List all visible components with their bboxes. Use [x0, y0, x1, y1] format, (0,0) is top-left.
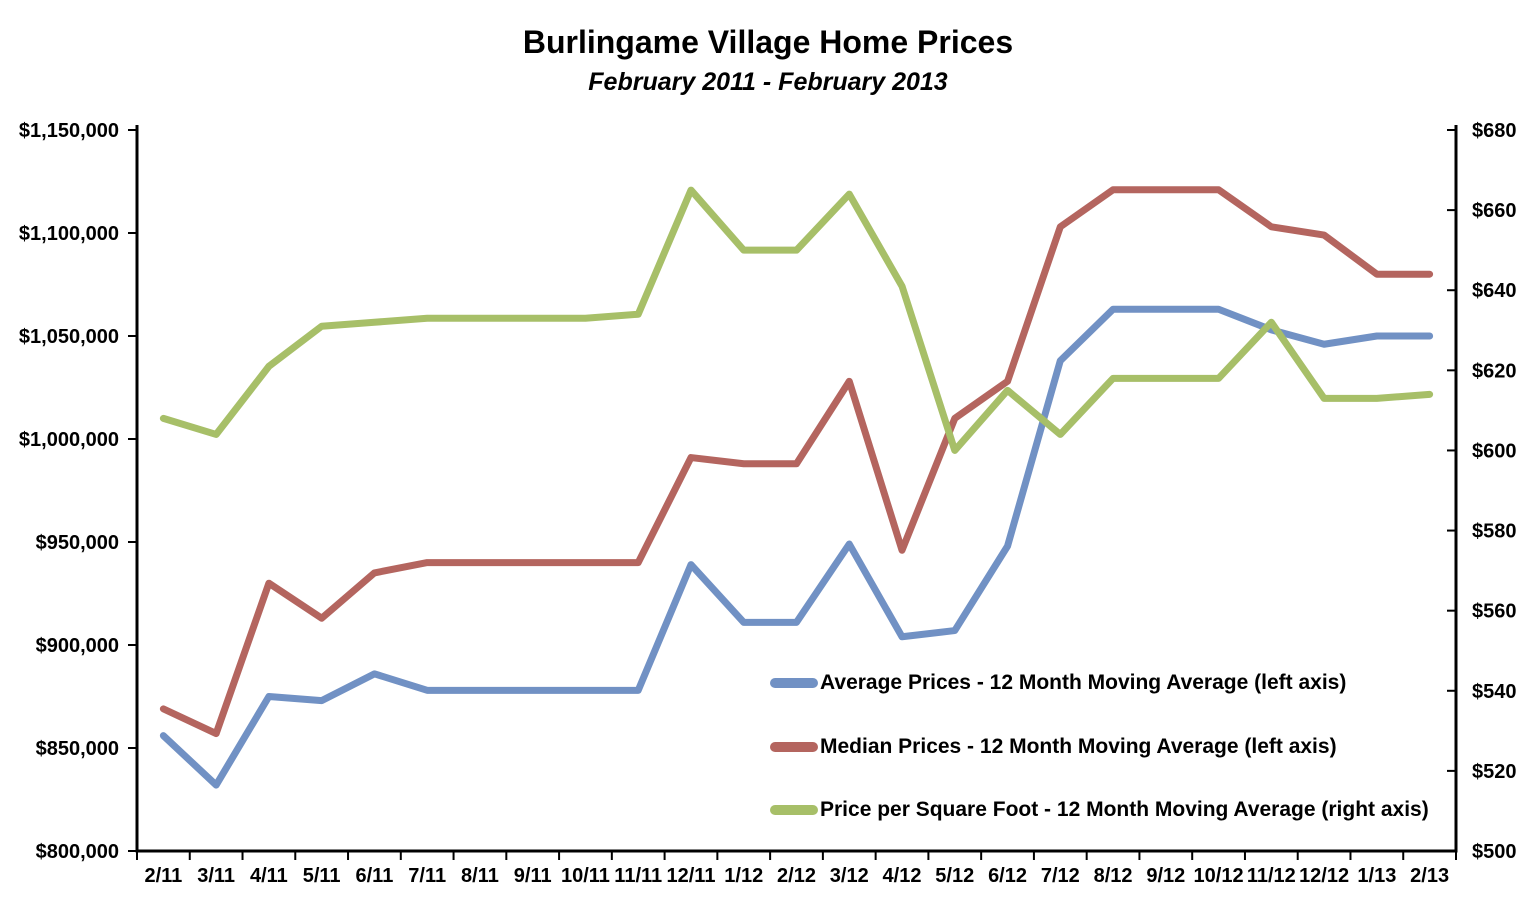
x-axis-month-label: 5/12 [935, 865, 974, 887]
x-axis-month-label: 1/12 [724, 865, 763, 887]
x-axis-month-label: 3/11 [197, 865, 235, 887]
x-axis-month-label: 1/13 [1357, 865, 1396, 887]
x-axis-month-label: 5/11 [303, 865, 341, 887]
x-axis-month-label: 11/11 [614, 865, 662, 887]
legend-label-median: Median Prices - 12 Month Moving Average … [820, 735, 1337, 758]
left-axis-tick-label: $850,000 [36, 738, 119, 760]
average-series-swatch [770, 678, 818, 688]
right-axis-tick-label: $580 [1472, 521, 1517, 543]
x-axis-month-label: 4/11 [250, 865, 288, 887]
x-axis-month-label: 10/11 [561, 865, 610, 887]
series-line-median [159, 186, 1434, 738]
left-axis-tick-label: $1,050,000 [19, 326, 119, 348]
right-axis-tick-label: $660 [1472, 200, 1517, 222]
x-axis-month-label: 12/11 [667, 865, 716, 887]
x-axis-month-label: 3/12 [830, 865, 869, 887]
right-axis-tick-label: $680 [1472, 120, 1517, 142]
series-line-average [159, 305, 1434, 789]
right-axis-tick-label: $600 [1472, 440, 1517, 462]
x-axis-month-label: 9/11 [514, 865, 552, 887]
left-axis-tick-label: $800,000 [36, 841, 119, 863]
left-axis-tick-label: $900,000 [36, 635, 119, 657]
x-axis-month-label: 8/12 [1094, 865, 1133, 887]
x-axis-month-label: 11/12 [1247, 865, 1296, 887]
x-axis-month-label: 12/12 [1299, 865, 1349, 887]
legend-item-average: Average Prices - 12 Month Moving Average… [770, 671, 1346, 695]
left-axis-tick-label: $1,000,000 [19, 429, 119, 451]
x-axis-month-label: 9/12 [1146, 865, 1185, 887]
chart-title: Burlingame Village Home Prices [522, 24, 1014, 60]
x-axis-month-label: 10/12 [1194, 865, 1244, 887]
x-axis-month-label: 8/11 [461, 865, 499, 887]
x-axis-month-label: 2/13 [1410, 865, 1449, 887]
left-axis-tick-label: $1,150,000 [19, 120, 119, 142]
chart-subtitle: February 2011 - February 2013 [588, 68, 948, 96]
right-axis-tick-label: $640 [1472, 280, 1517, 302]
x-axis-month-label: 4/12 [883, 865, 922, 887]
left-axis-tick-label: $950,000 [36, 532, 119, 554]
right-axis-tick-label: $540 [1472, 681, 1517, 703]
right-axis-tick-label: $520 [1472, 761, 1517, 783]
x-axis-month-label: 7/11 [408, 865, 446, 887]
series-line-ppsf [159, 186, 1434, 454]
x-axis-month-label: 2/12 [777, 865, 816, 887]
median-series-swatch [770, 742, 818, 752]
right-axis-tick-label: $620 [1472, 360, 1517, 382]
legend-item-median: Median Prices - 12 Month Moving Average … [770, 735, 1337, 759]
x-axis-month-label: 6/12 [988, 865, 1027, 887]
ppsf-series-swatch [770, 805, 818, 815]
legend-label-average: Average Prices - 12 Month Moving Average… [820, 671, 1347, 694]
x-axis-month-label: 7/12 [1041, 865, 1080, 887]
x-axis-month-label: 6/11 [356, 865, 394, 887]
right-axis-tick-label: $500 [1472, 841, 1517, 863]
x-axis-month-label: 2/11 [144, 865, 182, 887]
left-axis-tick-label: $1,100,000 [19, 223, 119, 245]
legend-label-ppsf: Price per Square Foot - 12 Month Moving … [820, 798, 1429, 821]
right-axis-tick-label: $560 [1472, 601, 1517, 623]
legend-item-ppsf: Price per Square Foot - 12 Month Moving … [770, 798, 1429, 822]
